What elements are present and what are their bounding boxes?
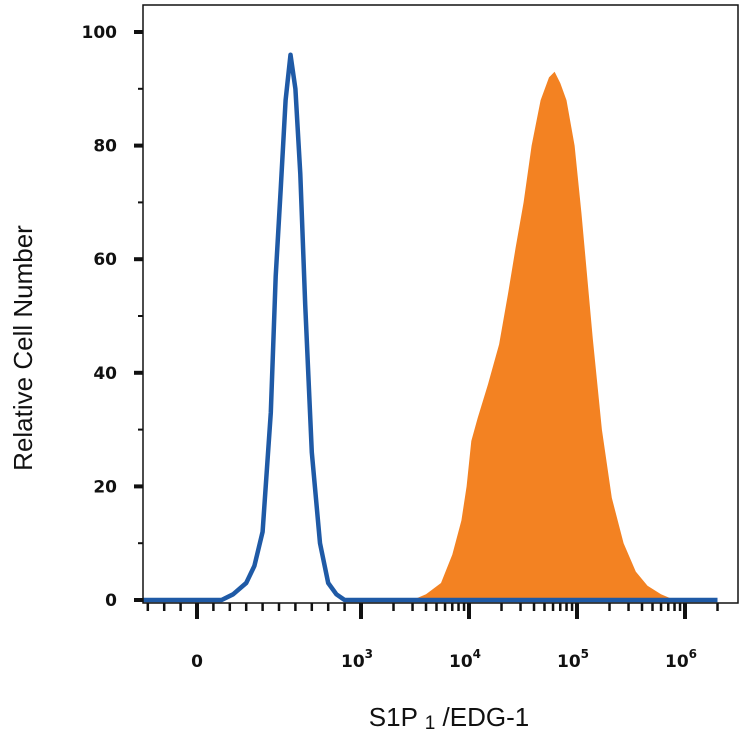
- histogram-outline-series: [143, 52, 718, 603]
- x-tick-label: 0: [191, 652, 203, 672]
- y-tick-label: 80: [93, 137, 117, 157]
- y-tick-label: 20: [93, 477, 117, 497]
- x-tick-label: 106: [665, 647, 697, 672]
- x-axis-title-main: S1P: [369, 702, 418, 732]
- y-axis-title: Relative Cell Number: [8, 225, 38, 471]
- plot-frame: [142, 4, 739, 604]
- x-axis-title-subscript: 1: [425, 713, 436, 734]
- x-axis-title: S1P 1 /EDG-1: [369, 702, 529, 735]
- y-axis-ticks: 0 20 40 60 80 100: [82, 23, 143, 611]
- x-axis-title-suffix: /EDG-1: [443, 702, 530, 732]
- y-tick-label: 0: [105, 591, 117, 611]
- x-axis-ticks: 0 103 104 105 106: [146, 603, 719, 672]
- y-tick-label: 60: [93, 250, 117, 270]
- plot-area: [143, 52, 718, 603]
- axes: [142, 4, 739, 604]
- x-tick-label: 103: [341, 647, 373, 672]
- y-tick-label: 100: [82, 23, 118, 43]
- histogram-filled-series: [143, 71, 718, 601]
- y-tick-label: 40: [93, 364, 117, 384]
- x-tick-label: 104: [449, 647, 481, 672]
- x-tick-label: 105: [557, 647, 589, 672]
